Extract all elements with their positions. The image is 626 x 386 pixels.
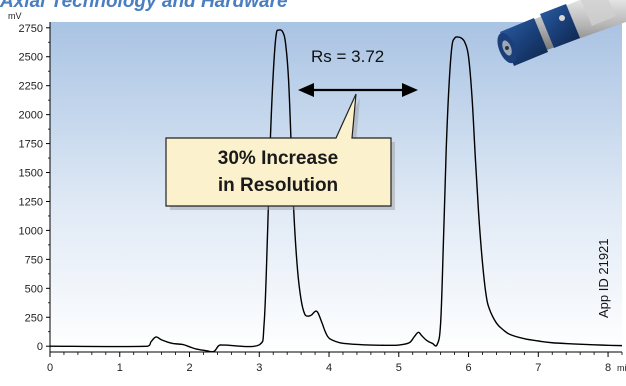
app-id-label: App ID 21921 [596,238,611,318]
x-tick-label: 6 [465,362,471,374]
y-tick-label: 250 [25,312,43,324]
resolution-arrow [298,83,418,97]
y-tick-label: 500 [25,283,43,295]
x-unit-label: min [617,363,626,373]
callout: 30% Increase in Resolution [165,93,395,210]
callout-line-2: in Resolution [218,175,338,196]
x-tick-label: 3 [256,362,262,374]
x-tick-label: 2 [186,362,192,374]
callout-line-1: 30% Increase [218,148,338,169]
axes: 0250500750100012501500175020002250250027… [8,11,626,374]
x-tick-label: 5 [396,362,402,374]
column-image [497,0,626,66]
y-tick-label: 2500 [19,52,43,64]
x-tick-label: 1 [117,362,123,374]
x-tick-label: 8 [605,362,611,374]
y-tick-label: 1750 [19,139,43,151]
x-tick-label: 4 [326,362,332,374]
y-tick-label: 1250 [19,196,43,208]
callout-box [165,93,392,207]
y-tick-label: 750 [25,254,43,266]
header-title: Axial Technology and Hardware [0,0,288,12]
x-tick-label: 0 [47,362,53,374]
series-trace [49,29,623,353]
y-tick-label: 1500 [19,168,43,180]
resolution-label: Rs = 3.72 [311,47,384,66]
y-tick-label: 2000 [19,110,43,122]
y-unit-label: mV [8,11,22,21]
y-tick-label: 0 [37,341,43,353]
y-tick-label: 2250 [19,81,43,93]
y-tick-label: 2750 [19,23,43,35]
y-tick-label: 1000 [19,225,43,237]
x-tick-label: 7 [535,362,541,374]
